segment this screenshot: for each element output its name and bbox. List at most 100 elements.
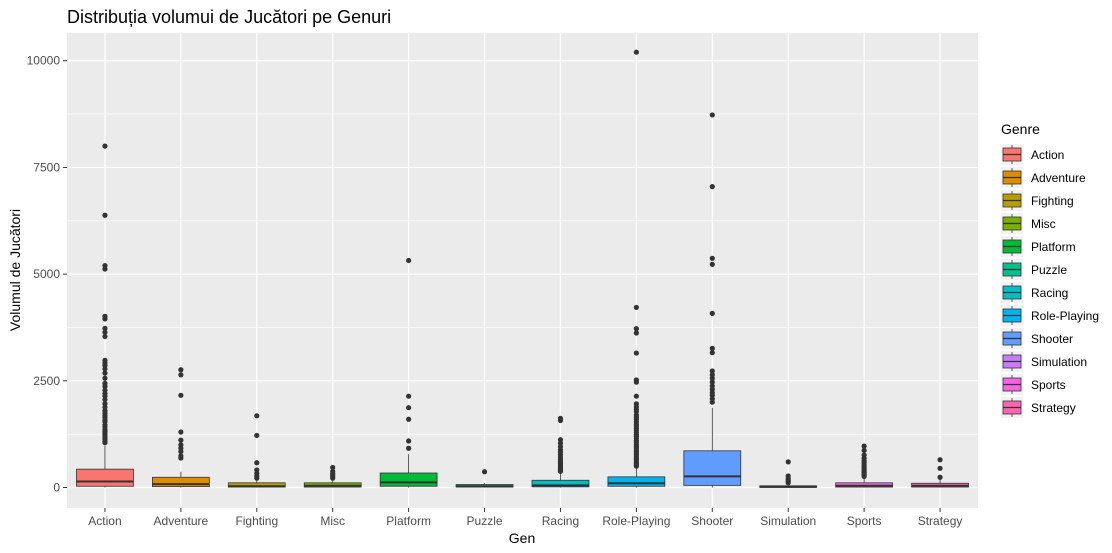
- y-axis-title: Volumul de Jucători: [7, 209, 23, 331]
- outlier-point: [254, 475, 260, 481]
- legend-label: Adventure: [1031, 171, 1086, 185]
- legend-item-racing: Racing: [1001, 282, 1068, 303]
- boxes: [76, 49, 969, 488]
- legend-item-sports: Sports: [1001, 374, 1066, 395]
- outlier-point: [785, 459, 791, 465]
- outlier-point: [102, 383, 108, 389]
- legend-label: Misc: [1031, 217, 1056, 231]
- outlier-point: [709, 379, 715, 385]
- box-sports: [835, 443, 893, 488]
- legend-label: Fighting: [1031, 194, 1074, 208]
- outlier-point: [785, 480, 791, 486]
- outlier-point: [178, 449, 184, 455]
- outlier-point: [937, 474, 943, 480]
- outlier-point: [481, 469, 488, 475]
- box-action: [76, 143, 134, 488]
- outlier-point: [102, 440, 108, 446]
- box-iqr: [152, 476, 210, 488]
- outlier-point: [102, 266, 108, 272]
- y-axis: 0 2500 5000 7500 10000: [27, 54, 67, 495]
- outlier-point: [709, 375, 715, 381]
- outlier-point: [102, 212, 108, 218]
- plot-panel: [67, 33, 978, 508]
- outlier-point: [709, 184, 715, 190]
- legend-item-puzzle: Puzzle: [1001, 259, 1067, 280]
- legend-item-strategy: Strategy: [1001, 397, 1076, 418]
- box-adventure: [152, 367, 210, 488]
- outlier-point: [861, 443, 867, 449]
- outlier-point: [102, 329, 108, 335]
- x-tick-label: Action: [88, 514, 121, 528]
- outlier-point: [709, 255, 715, 261]
- box-role-playing: [607, 49, 666, 488]
- box-simulation: [759, 459, 818, 488]
- outlier-point: [633, 49, 639, 55]
- outlier-point: [178, 367, 184, 373]
- y-tick-label: 10000: [27, 54, 61, 68]
- legend-label: Shooter: [1031, 332, 1073, 346]
- outlier-point: [557, 468, 564, 474]
- legend-title: Genre: [1001, 121, 1040, 137]
- box-misc: [303, 464, 362, 488]
- box-iqr: [379, 472, 438, 487]
- box-platform: [379, 257, 438, 488]
- outlier-point: [102, 325, 108, 331]
- outlier-point: [861, 447, 867, 453]
- legend-item-shooter: Shooter: [1001, 328, 1073, 349]
- grid-major: [67, 33, 978, 508]
- outlier-point: [406, 405, 412, 411]
- outlier-point: [633, 379, 639, 385]
- outlier-point: [102, 370, 108, 376]
- outlier-point: [937, 457, 943, 463]
- outlier-point: [633, 463, 639, 469]
- x-axis-title: Gen: [509, 530, 535, 546]
- outlier-point: [861, 473, 867, 480]
- x-tick-label: Role-Playing: [602, 514, 670, 528]
- outlier-point: [102, 333, 108, 340]
- outlier-point: [633, 304, 639, 311]
- chart-title: Distribuția volumui de Jucători pe Genur…: [67, 7, 391, 27]
- outlier-point: [937, 465, 943, 471]
- outlier-point: [406, 445, 412, 451]
- outlier-point: [709, 399, 715, 405]
- x-tick-label: Adventure: [154, 514, 209, 528]
- outlier-point: [633, 393, 639, 399]
- outlier-point: [406, 416, 412, 422]
- legend-label: Puzzle: [1031, 263, 1067, 277]
- outlier-point: [330, 464, 336, 471]
- outlier-point: [254, 413, 260, 419]
- legend-label: Strategy: [1031, 401, 1076, 415]
- legend-item-platform: Platform: [1001, 236, 1076, 257]
- y-tick-label: 5000: [33, 267, 60, 281]
- y-tick-label: 0: [53, 481, 60, 495]
- outlier-point: [557, 417, 564, 424]
- outlier-point: [330, 475, 336, 481]
- outlier-point: [102, 143, 108, 149]
- outlier-point: [709, 345, 715, 351]
- legend-label: Action: [1031, 148, 1064, 162]
- box-racing: [531, 415, 590, 488]
- outlier-point: [709, 261, 715, 267]
- outlier-point: [709, 112, 715, 118]
- legend: Genre Action Adventure Fighting Misc Platfor…: [1001, 121, 1099, 418]
- outlier-point: [254, 432, 260, 439]
- x-axis: Action Adventure Fighting Misc Platform Puzzl…: [88, 508, 962, 528]
- y-tick-label: 2500: [33, 374, 60, 388]
- outlier-point: [633, 350, 639, 356]
- box-iqr: [76, 468, 134, 487]
- legend-label: Role-Playing: [1031, 309, 1099, 323]
- box-iqr: [531, 479, 590, 488]
- outlier-point: [406, 393, 412, 399]
- outlier-point: [178, 372, 184, 378]
- box-iqr: [683, 450, 742, 486]
- outlier-point: [178, 455, 184, 461]
- x-tick-label: Platform: [386, 514, 431, 528]
- legend-item-action: Action: [1001, 144, 1064, 165]
- outlier-point: [102, 396, 108, 403]
- outlier-point: [102, 316, 108, 322]
- x-tick-label: Simulation: [760, 514, 816, 528]
- legend-item-simulation: Simulation: [1001, 351, 1087, 372]
- box-iqr: [607, 476, 666, 487]
- legend-item-misc: Misc: [1001, 213, 1056, 234]
- legend-label: Platform: [1031, 240, 1076, 254]
